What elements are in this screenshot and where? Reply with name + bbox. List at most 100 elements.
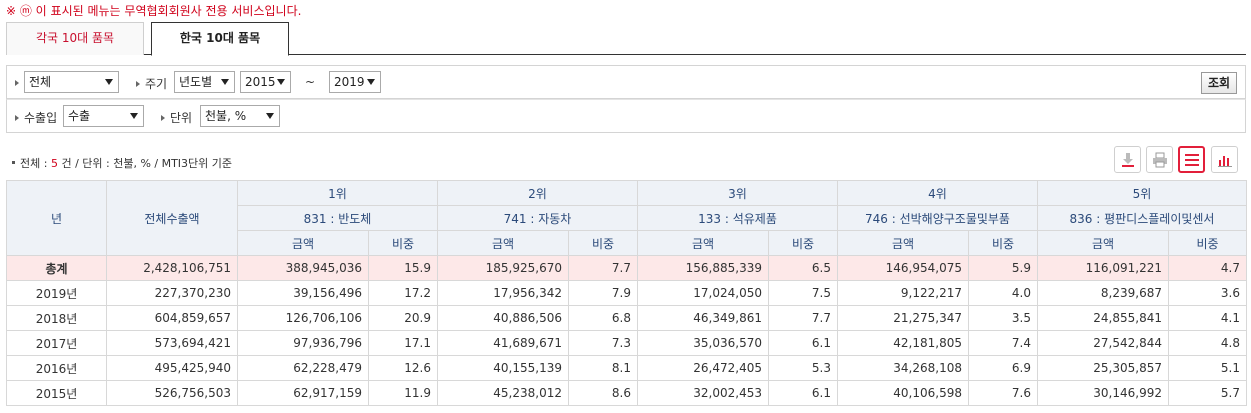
amount-cell: 8,239,687 <box>1037 280 1169 306</box>
year-cell: 2017년 <box>6 330 107 356</box>
header-year: 년 <box>6 180 107 256</box>
header-share: 비중 <box>1168 230 1247 256</box>
total-export-cell: 495,425,940 <box>106 355 238 381</box>
tab-country-top10[interactable]: 각국 10대 품목 <box>6 22 144 55</box>
trade-label: 수출입 <box>15 109 57 126</box>
range-separator: ~ <box>305 75 316 89</box>
share-cell: 17.2 <box>368 280 438 306</box>
header-amount: 금액 <box>837 230 969 256</box>
header-share: 비중 <box>368 230 438 256</box>
header-amount: 금액 <box>437 230 569 256</box>
to-year-select[interactable]: 2019 <box>329 71 381 93</box>
share-cell: 11.9 <box>368 380 438 406</box>
share-cell: 7.6 <box>968 380 1038 406</box>
share-cell: 7.7 <box>768 305 838 331</box>
period-type-value: 년도별 <box>179 75 213 89</box>
header-amount: 금액 <box>237 230 369 256</box>
share-cell: 4.7 <box>1168 255 1247 281</box>
total-export-cell: 227,370,230 <box>106 280 238 306</box>
amount-cell: 39,156,496 <box>237 280 369 306</box>
share-cell: 6.1 <box>768 330 838 356</box>
result-count: 5 <box>50 157 58 170</box>
header-item-4: 746 : 선박해양구조물및부품 <box>837 205 1038 231</box>
bullet-icon <box>12 160 15 164</box>
table-row: 2019년 227,370,230 39,156,496 17.2 17,956,342… <box>6 280 1247 306</box>
table-row: 2016년 495,425,940 62,228,479 12.6 40,155,139… <box>6 355 1247 381</box>
amount-cell: 156,885,339 <box>637 255 769 281</box>
share-cell: 17.1 <box>368 330 438 356</box>
amount-cell: 30,146,992 <box>1037 380 1169 406</box>
list-view-button[interactable] <box>1178 146 1205 173</box>
share-cell: 4.0 <box>968 280 1038 306</box>
year-cell: 총계 <box>6 255 107 281</box>
amount-cell: 27,542,844 <box>1037 330 1169 356</box>
share-cell: 7.3 <box>568 330 638 356</box>
share-cell: 5.7 <box>1168 380 1247 406</box>
amount-cell: 40,886,506 <box>437 305 569 331</box>
total-export-cell: 573,694,421 <box>106 330 238 356</box>
tab-bar: 각국 10대 품목 한국 10대 품목 <box>6 22 1246 56</box>
search-button[interactable]: 조회 <box>1201 72 1237 94</box>
amount-cell: 25,305,857 <box>1037 355 1169 381</box>
table-body: 총계 2,428,106,751 388,945,036 15.9 185,925,67… <box>6 255 1247 406</box>
amount-cell: 17,956,342 <box>437 280 569 306</box>
header-share: 비중 <box>968 230 1038 256</box>
filter-row-1: 전체 주기 년도별 2015 ~ 2019 조회 <box>6 65 1246 99</box>
period-type-select[interactable]: 년도별 <box>174 71 235 93</box>
share-cell: 4.8 <box>1168 330 1247 356</box>
unit-select[interactable]: 천불, % <box>200 105 280 127</box>
share-cell: 12.6 <box>368 355 438 381</box>
share-cell: 7.9 <box>568 280 638 306</box>
year-cell: 2018년 <box>6 305 107 331</box>
header-rank-4: 4위 <box>837 180 1038 206</box>
table-row: 2018년 604,859,657 126,706,106 20.9 40,886,50… <box>6 305 1247 331</box>
header-amount: 금액 <box>637 230 769 256</box>
amount-cell: 40,155,139 <box>437 355 569 381</box>
summary-suffix: 건 / 단위 : 천불, % / MTI3단위 기준 <box>61 157 233 170</box>
year-cell: 2019년 <box>6 280 107 306</box>
amount-cell: 388,945,036 <box>237 255 369 281</box>
total-export-cell: 604,859,657 <box>106 305 238 331</box>
amount-cell: 146,954,075 <box>837 255 969 281</box>
tab-korea-top10[interactable]: 한국 10대 품목 <box>151 22 289 56</box>
trade-select[interactable]: 수출 <box>63 105 144 127</box>
from-year-select[interactable]: 2015 <box>240 71 291 93</box>
chevron-down-icon <box>367 79 375 85</box>
amount-cell: 26,472,405 <box>637 355 769 381</box>
header-item-5: 836 : 평판디스플레이및센서 <box>1037 205 1247 231</box>
amount-cell: 45,238,012 <box>437 380 569 406</box>
period-label: 주기 <box>136 75 167 92</box>
chevron-down-icon <box>277 79 285 85</box>
download-button[interactable] <box>1114 146 1141 173</box>
chevron-down-icon <box>221 79 229 85</box>
print-icon <box>1152 152 1167 167</box>
amount-cell: 34,268,108 <box>837 355 969 381</box>
chevron-down-icon <box>130 113 138 119</box>
table-row: 2017년 573,694,421 97,936,796 17.1 41,689,671… <box>6 330 1247 356</box>
print-button[interactable] <box>1146 146 1173 173</box>
header-amount: 금액 <box>1037 230 1169 256</box>
unit-label: 단위 <box>161 109 192 126</box>
share-cell: 6.9 <box>968 355 1038 381</box>
amount-cell: 9,122,217 <box>837 280 969 306</box>
download-icon <box>1121 152 1134 167</box>
chevron-down-icon <box>266 113 274 119</box>
share-cell: 6.8 <box>568 305 638 331</box>
header-rank-2: 2위 <box>437 180 638 206</box>
share-cell: 5.3 <box>768 355 838 381</box>
share-cell: 7.5 <box>768 280 838 306</box>
scope-select[interactable]: 전체 <box>24 71 119 93</box>
list-view-icon <box>1184 153 1199 166</box>
header-rank-5: 5위 <box>1037 180 1247 206</box>
scope-value: 전체 <box>29 75 52 89</box>
year-cell: 2016년 <box>6 355 107 381</box>
amount-cell: 21,275,347 <box>837 305 969 331</box>
from-year-value: 2015 <box>245 75 276 89</box>
chart-view-button[interactable] <box>1211 146 1238 173</box>
share-cell: 5.1 <box>1168 355 1247 381</box>
amount-cell: 126,706,106 <box>237 305 369 331</box>
amount-cell: 46,349,861 <box>637 305 769 331</box>
share-cell: 15.9 <box>368 255 438 281</box>
chart-view-icon <box>1217 155 1232 167</box>
amount-cell: 97,936,796 <box>237 330 369 356</box>
